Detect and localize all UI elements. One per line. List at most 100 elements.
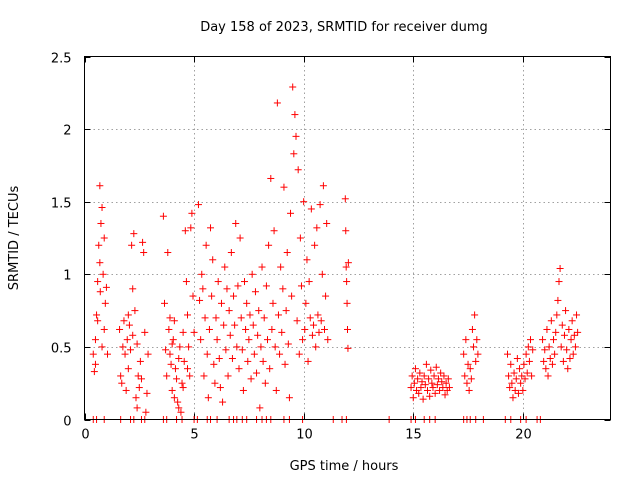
data-point bbox=[201, 314, 209, 322]
data-point bbox=[181, 227, 189, 235]
x-tick-label: 15 bbox=[405, 428, 422, 443]
x-tick-label: 10 bbox=[296, 428, 313, 443]
data-point bbox=[417, 384, 425, 392]
data-point bbox=[540, 357, 548, 365]
data-point bbox=[344, 325, 351, 333]
data-point bbox=[247, 375, 255, 383]
data-point bbox=[342, 263, 350, 271]
data-point bbox=[571, 343, 579, 351]
data-point bbox=[198, 270, 206, 278]
data-point bbox=[302, 299, 310, 307]
data-point bbox=[240, 278, 248, 286]
data-point bbox=[133, 404, 141, 412]
data-point bbox=[462, 336, 470, 344]
data-point bbox=[567, 336, 575, 344]
data-point bbox=[222, 346, 230, 354]
data-point bbox=[99, 270, 107, 278]
data-point bbox=[118, 379, 126, 387]
data-point bbox=[255, 307, 263, 315]
data-point bbox=[120, 317, 128, 325]
data-point bbox=[568, 317, 576, 325]
data-point bbox=[301, 325, 309, 333]
data-point bbox=[256, 404, 264, 412]
data-point bbox=[521, 375, 529, 383]
data-point bbox=[124, 365, 132, 373]
data-point bbox=[558, 321, 566, 329]
data-point bbox=[184, 311, 192, 319]
data-point bbox=[250, 350, 258, 358]
data-point bbox=[276, 350, 284, 358]
data-point bbox=[140, 249, 148, 257]
data-point bbox=[512, 375, 520, 383]
x-tick-labels: 0 5 10 15 20 bbox=[81, 428, 531, 443]
data-point bbox=[343, 299, 351, 307]
data-point bbox=[220, 321, 228, 329]
data-point bbox=[197, 336, 205, 344]
data-point bbox=[163, 372, 171, 380]
data-point bbox=[420, 372, 428, 380]
data-point bbox=[166, 314, 174, 322]
data-point bbox=[228, 355, 236, 363]
data-point bbox=[314, 311, 322, 319]
data-point bbox=[209, 256, 217, 264]
data-point bbox=[547, 317, 555, 325]
data-point bbox=[234, 282, 242, 290]
data-point bbox=[344, 344, 352, 352]
data-point bbox=[210, 360, 218, 368]
y-tick-label: 0 bbox=[63, 415, 71, 430]
data-point bbox=[569, 350, 577, 358]
data-point bbox=[280, 183, 288, 191]
data-point bbox=[91, 336, 99, 344]
data-point bbox=[299, 336, 307, 344]
data-point bbox=[517, 379, 525, 387]
y-tick-label: 0.5 bbox=[51, 342, 72, 357]
data-point bbox=[96, 182, 104, 190]
data-point bbox=[262, 282, 270, 290]
data-point bbox=[409, 394, 417, 402]
data-point bbox=[179, 384, 187, 392]
data-point bbox=[100, 325, 108, 333]
data-point bbox=[419, 395, 427, 403]
data-point bbox=[539, 336, 547, 344]
data-point bbox=[288, 292, 296, 300]
data-point bbox=[265, 241, 273, 249]
data-point bbox=[289, 83, 297, 91]
y-tick-labels: 0 0.5 1 1.5 2 2.5 bbox=[51, 52, 72, 430]
data-point bbox=[231, 321, 239, 329]
data-point bbox=[282, 307, 290, 315]
data-point bbox=[341, 195, 349, 203]
data-point bbox=[344, 259, 352, 267]
data-point bbox=[188, 209, 196, 217]
data-point bbox=[230, 292, 238, 300]
data-point bbox=[522, 350, 530, 358]
data-point bbox=[411, 365, 419, 373]
data-point bbox=[130, 230, 138, 238]
data-point bbox=[342, 227, 350, 235]
data-point bbox=[441, 391, 449, 399]
data-point bbox=[311, 241, 319, 249]
data-point bbox=[516, 365, 524, 373]
data-point bbox=[116, 325, 124, 333]
data-point bbox=[528, 372, 536, 380]
data-point bbox=[307, 205, 315, 213]
data-point bbox=[134, 372, 142, 380]
data-point bbox=[562, 307, 570, 315]
data-point bbox=[407, 384, 415, 392]
data-point bbox=[438, 378, 446, 386]
data-point bbox=[426, 392, 434, 400]
data-point bbox=[294, 166, 302, 174]
data-point bbox=[223, 285, 231, 293]
data-point bbox=[296, 234, 304, 242]
data-point bbox=[468, 325, 476, 333]
data-point bbox=[100, 234, 108, 242]
data-point bbox=[174, 398, 182, 406]
data-point bbox=[169, 336, 177, 344]
data-point bbox=[171, 365, 179, 373]
data-point bbox=[184, 365, 192, 373]
data-point bbox=[518, 372, 526, 380]
data-point bbox=[251, 288, 259, 296]
data-point bbox=[316, 201, 324, 209]
data-point bbox=[141, 328, 149, 336]
data-point bbox=[306, 314, 314, 322]
data-point bbox=[465, 386, 473, 394]
